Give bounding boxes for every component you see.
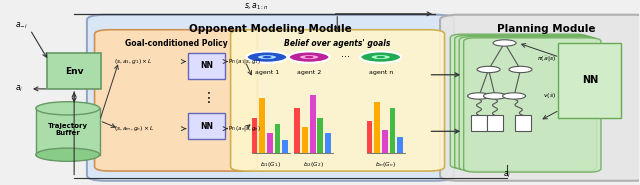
FancyBboxPatch shape — [451, 34, 588, 168]
Bar — [282, 140, 288, 152]
Bar — [515, 115, 531, 131]
Text: Belief over agents' goals: Belief over agents' goals — [284, 38, 391, 48]
Bar — [317, 117, 323, 152]
Bar — [310, 95, 316, 152]
Text: Planning Module: Planning Module — [497, 24, 595, 34]
Text: $b_{i1}(G_1)$: $b_{i1}(G_1)$ — [260, 160, 282, 169]
Bar — [259, 98, 265, 152]
Text: $\Pr_i(a_n|s, g_n)$: $\Pr_i(a_n|s, g_n)$ — [228, 124, 261, 133]
Text: NN: NN — [582, 75, 598, 85]
FancyBboxPatch shape — [188, 113, 225, 139]
Circle shape — [467, 93, 490, 99]
Text: $v(\tilde{s})$: $v(\tilde{s})$ — [543, 92, 556, 101]
Text: agent n: agent n — [369, 70, 393, 75]
Bar — [252, 117, 257, 152]
Text: $s, a_{1:n}$: $s, a_{1:n}$ — [244, 1, 269, 12]
Text: ⋮: ⋮ — [202, 91, 215, 105]
FancyBboxPatch shape — [440, 15, 640, 181]
Text: $\Pr_i(a_1|s, g_1)$: $\Pr_i(a_1|s, g_1)$ — [228, 57, 261, 66]
Circle shape — [502, 93, 525, 99]
FancyBboxPatch shape — [558, 43, 621, 117]
FancyBboxPatch shape — [188, 53, 225, 79]
Circle shape — [477, 66, 500, 73]
FancyBboxPatch shape — [230, 30, 445, 171]
Bar — [325, 133, 331, 152]
Circle shape — [360, 51, 401, 63]
Bar — [390, 108, 396, 152]
Circle shape — [257, 54, 277, 60]
Text: NN: NN — [200, 122, 213, 130]
FancyBboxPatch shape — [455, 35, 592, 170]
Bar — [36, 108, 100, 155]
Text: $(s,a_1,g_1)\times L$: $(s,a_1,g_1)\times L$ — [115, 57, 153, 66]
Bar — [487, 115, 503, 131]
Text: ···: ··· — [341, 52, 350, 62]
Bar — [275, 124, 280, 152]
FancyBboxPatch shape — [464, 38, 601, 172]
Text: Opponent Modeling Module: Opponent Modeling Module — [189, 24, 352, 34]
FancyBboxPatch shape — [47, 53, 101, 89]
Circle shape — [509, 66, 532, 73]
Bar — [267, 133, 273, 152]
Circle shape — [376, 56, 385, 58]
Ellipse shape — [36, 148, 100, 161]
FancyBboxPatch shape — [95, 30, 257, 171]
FancyBboxPatch shape — [460, 37, 596, 171]
Bar — [374, 102, 380, 152]
Circle shape — [371, 54, 391, 60]
Ellipse shape — [36, 102, 100, 115]
Text: $(s,a_m,g_n)\times L$: $(s,a_m,g_n)\times L$ — [115, 124, 154, 133]
Bar — [397, 137, 403, 152]
Text: $b_{i2}(G_2)$: $b_{i2}(G_2)$ — [303, 160, 324, 169]
Text: $b_{in}(G_n)$: $b_{in}(G_n)$ — [375, 160, 396, 169]
Text: agent 2: agent 2 — [297, 70, 321, 75]
Text: Trajectory
Buffer: Trajectory Buffer — [48, 123, 88, 136]
Bar — [302, 127, 308, 152]
FancyBboxPatch shape — [87, 15, 454, 181]
Text: agent 1: agent 1 — [255, 70, 279, 75]
Circle shape — [289, 51, 330, 63]
Text: $a_i$: $a_i$ — [15, 84, 23, 94]
Bar — [294, 108, 300, 152]
Circle shape — [305, 56, 314, 58]
Bar — [471, 115, 487, 131]
Text: $\pi(\tilde{a}|\tilde{s})$: $\pi(\tilde{a}|\tilde{s})$ — [537, 55, 556, 64]
Bar — [367, 121, 372, 152]
Circle shape — [493, 40, 516, 46]
Text: $a_{-i}$: $a_{-i}$ — [15, 20, 28, 31]
Circle shape — [299, 54, 319, 60]
Circle shape — [262, 56, 271, 58]
Text: NN: NN — [200, 61, 213, 70]
Circle shape — [246, 51, 287, 63]
Circle shape — [483, 93, 506, 99]
Text: $a_i$: $a_i$ — [503, 169, 511, 180]
Text: Goal-conditioned Policy: Goal-conditioned Policy — [125, 38, 227, 48]
Text: Env: Env — [65, 67, 83, 76]
Bar — [382, 130, 388, 152]
